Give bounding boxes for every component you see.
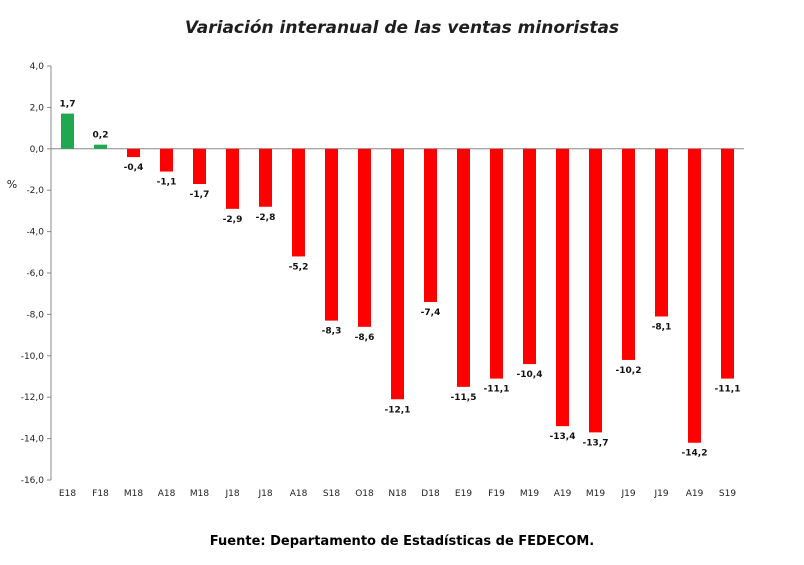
bar bbox=[292, 148, 305, 257]
bar bbox=[325, 148, 338, 321]
bar-chart: 4,0 2,0 0,0 -2,0 -4,0 -6,0 -8,0 -10,0 -12,0 -14,0… bbox=[7, 62, 744, 499]
bar bbox=[358, 148, 371, 327]
bar bbox=[226, 148, 239, 209]
y-tick-label: -16,0 bbox=[21, 476, 45, 486]
x-tick-label: E19 bbox=[455, 489, 472, 499]
data-label: -12,1 bbox=[385, 405, 411, 415]
y-axis-label: % bbox=[7, 178, 17, 191]
x-tick-label: A18 bbox=[290, 489, 308, 499]
x-tick-label: M19 bbox=[520, 489, 539, 499]
data-label: -13,4 bbox=[550, 432, 576, 442]
data-label: -8,1 bbox=[652, 322, 672, 332]
x-tick-label: M18 bbox=[124, 489, 143, 499]
data-label: -5,2 bbox=[289, 262, 309, 272]
y-tick-label: 2,0 bbox=[30, 103, 45, 113]
x-tick-label: S18 bbox=[323, 489, 340, 499]
x-tick-label: A19 bbox=[554, 489, 572, 499]
y-tick-label: -8,0 bbox=[26, 310, 44, 320]
data-label: -1,7 bbox=[190, 190, 210, 200]
y-tick-label: 4,0 bbox=[30, 62, 45, 72]
bar bbox=[589, 148, 602, 433]
y-tick-label: -2,0 bbox=[26, 186, 44, 196]
data-label: -10,2 bbox=[616, 366, 642, 376]
x-tick-label: F18 bbox=[92, 489, 109, 499]
bar bbox=[127, 148, 140, 158]
data-label: -14,2 bbox=[682, 449, 708, 459]
bar bbox=[622, 148, 635, 360]
data-label: -10,4 bbox=[517, 370, 543, 380]
data-label: -11,1 bbox=[484, 385, 510, 395]
bar bbox=[523, 148, 536, 365]
y-tick-label: -14,0 bbox=[21, 435, 45, 445]
x-tick-label: J19 bbox=[653, 489, 668, 499]
y-tick-label: -6,0 bbox=[26, 269, 44, 279]
bar bbox=[391, 148, 404, 400]
x-tick-label: M19 bbox=[586, 489, 605, 499]
bar bbox=[655, 148, 668, 317]
y-tick-label: -10,0 bbox=[21, 352, 45, 362]
x-tick-label: A19 bbox=[686, 489, 704, 499]
bar bbox=[193, 148, 206, 184]
bar bbox=[556, 148, 569, 427]
data-label: -0,4 bbox=[124, 163, 144, 173]
x-tick-label: J19 bbox=[620, 489, 635, 499]
y-tick-label: 0,0 bbox=[30, 145, 45, 155]
x-tick-label: F19 bbox=[488, 489, 505, 499]
y-tick-label: -4,0 bbox=[26, 228, 44, 238]
x-tick-label: D18 bbox=[421, 489, 440, 499]
data-label: -7,4 bbox=[421, 308, 441, 318]
data-label: 1,7 bbox=[60, 100, 76, 110]
bar bbox=[490, 148, 503, 379]
bar bbox=[721, 148, 734, 379]
x-tick-label: M18 bbox=[190, 489, 209, 499]
bar bbox=[688, 148, 701, 443]
x-tick-label: J18 bbox=[257, 489, 272, 499]
data-label: -2,8 bbox=[256, 213, 276, 223]
x-tick-label: J18 bbox=[224, 489, 239, 499]
x-tick-label: E18 bbox=[59, 489, 76, 499]
data-label: -11,5 bbox=[451, 393, 477, 403]
data-label: -13,7 bbox=[583, 438, 609, 448]
y-tick-label: -12,0 bbox=[21, 393, 45, 403]
data-label: -8,3 bbox=[322, 327, 342, 337]
bar bbox=[259, 148, 272, 207]
x-tick-label: S19 bbox=[719, 489, 736, 499]
chart-title: Variación interanual de las ventas minor… bbox=[184, 18, 620, 38]
bar bbox=[424, 148, 437, 302]
data-label: 0,2 bbox=[93, 131, 109, 141]
bar bbox=[61, 113, 74, 149]
source-note: Fuente: Departamento de Estadísticas de … bbox=[209, 534, 595, 549]
x-tick-label: O18 bbox=[355, 489, 374, 499]
bar bbox=[160, 148, 173, 172]
bar bbox=[94, 144, 107, 149]
bar bbox=[457, 148, 470, 387]
x-tick-label: A18 bbox=[158, 489, 176, 499]
data-label: -1,1 bbox=[157, 178, 177, 188]
data-label: -8,6 bbox=[355, 333, 375, 343]
data-label: -11,1 bbox=[715, 385, 741, 395]
data-label: -2,9 bbox=[223, 215, 243, 225]
x-tick-label: N18 bbox=[388, 489, 406, 499]
